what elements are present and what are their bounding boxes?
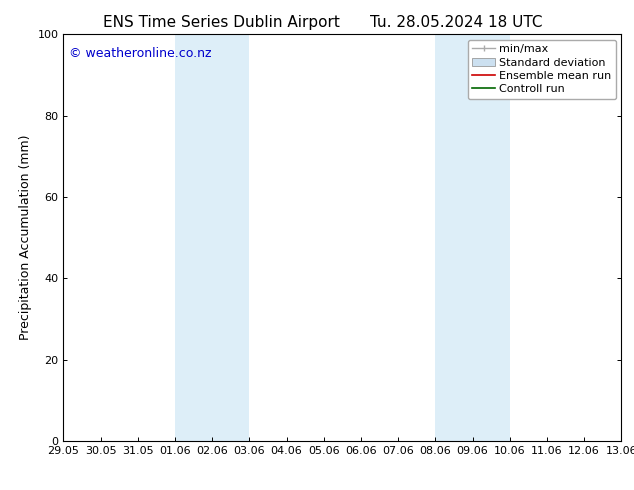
Text: Tu. 28.05.2024 18 UTC: Tu. 28.05.2024 18 UTC (370, 15, 543, 30)
Text: ENS Time Series Dublin Airport: ENS Time Series Dublin Airport (103, 15, 340, 30)
Bar (436, 34, 510, 441)
Legend: min/max, Standard deviation, Ensemble mean run, Controll run: min/max, Standard deviation, Ensemble me… (468, 40, 616, 99)
Text: © weatheronline.co.nz: © weatheronline.co.nz (69, 47, 212, 59)
Bar (175, 34, 249, 441)
Y-axis label: Precipitation Accumulation (mm): Precipitation Accumulation (mm) (19, 135, 32, 341)
